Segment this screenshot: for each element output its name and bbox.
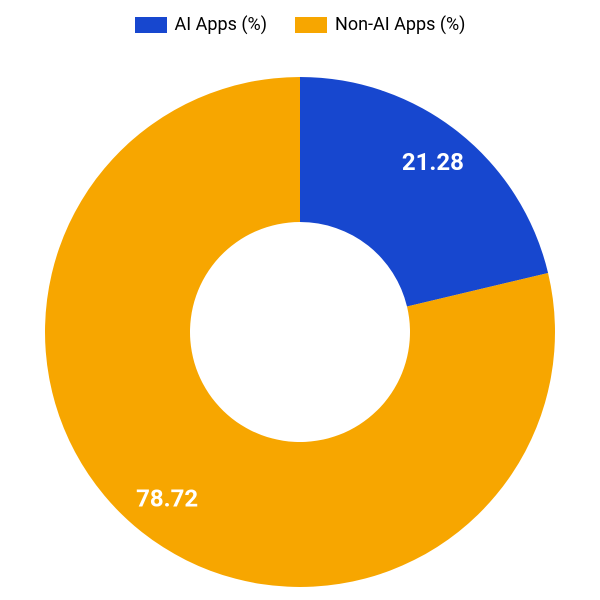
slice-label-ai: 21.28	[402, 148, 464, 176]
slice-ai	[300, 77, 548, 307]
donut-chart: AI Apps (%) Non-AI Apps (%) 21.28 78.72	[0, 0, 600, 600]
donut-svg: 21.28 78.72	[0, 0, 600, 600]
slice-label-non-ai: 78.72	[136, 485, 198, 513]
